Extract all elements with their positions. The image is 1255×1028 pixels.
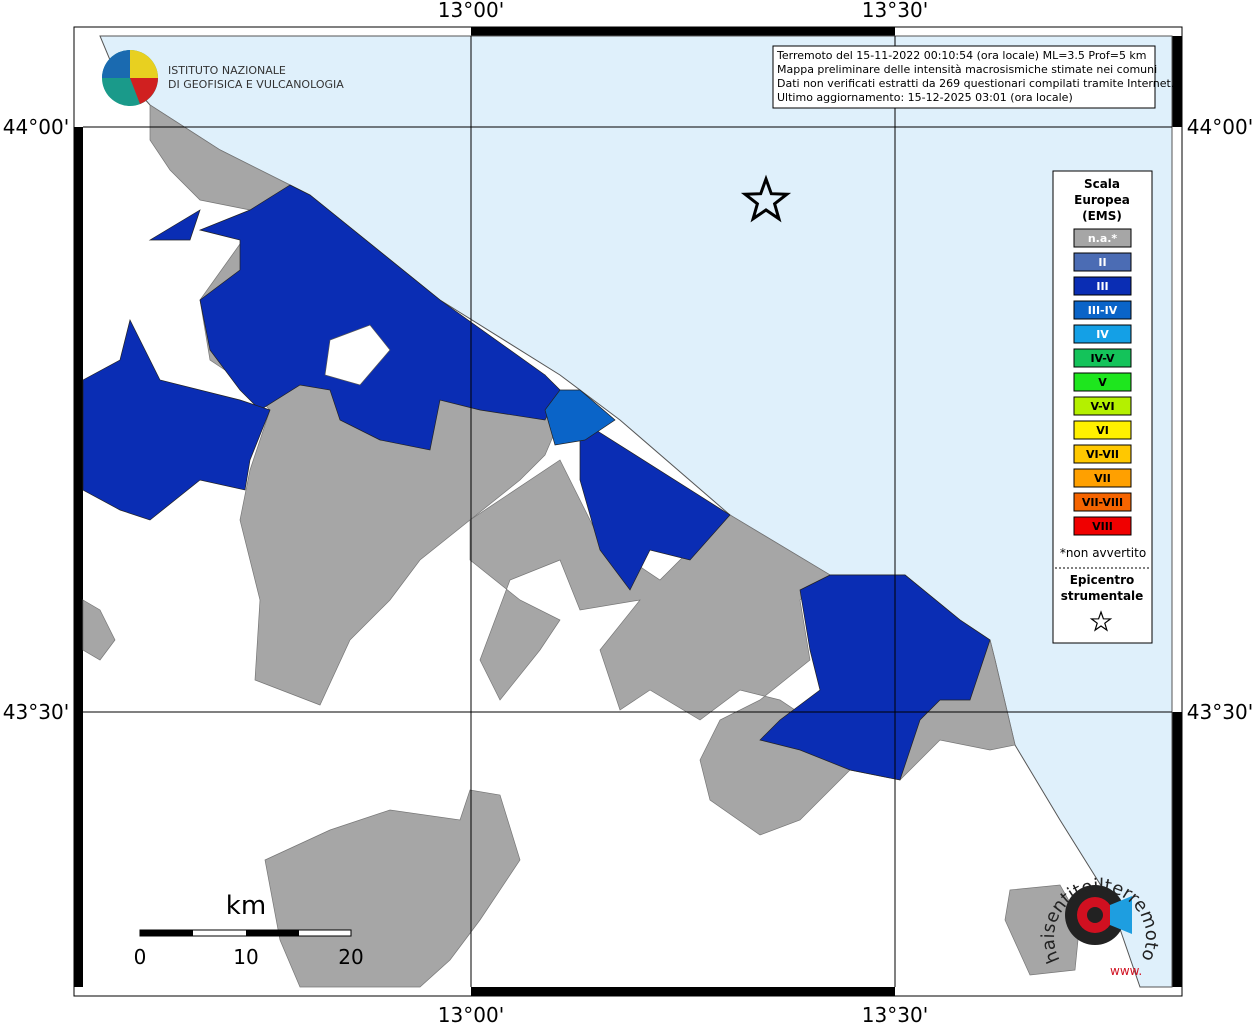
legend-swatch [1073,420,1132,440]
legend-swatch [1073,372,1132,392]
legend-title: Scala [1084,177,1120,191]
legend-epicenter: Epicentro [1070,573,1135,587]
legend-title: (EMS) [1082,209,1122,223]
frame-segment [471,987,895,996]
lon-label: 13°30' [862,1003,928,1024]
lat-label: 43°30' [1187,700,1253,724]
logo-text: DI GEOFISICA E VULCANOLOGIA [168,78,344,91]
scale-label: 20 [338,945,363,969]
frame-segment [74,712,83,987]
legend-swatch [1073,324,1132,344]
lat-label: 44°00' [1187,115,1253,139]
frame-segment [1172,36,1182,127]
legend-swatch [1073,492,1132,512]
lon-label: 13°00' [438,0,504,22]
legend-swatch [1073,300,1132,320]
legend-swatch [1073,276,1132,296]
area-iii [82,184,991,781]
frame-segment [74,127,83,712]
info-line: Terremoto del 15-11-2022 00:10:54 (ora l… [776,49,1147,62]
site-logo-prefix: www. [1110,964,1142,978]
epicenter-star [740,174,792,223]
info-line: Mappa preliminare delle intensità macros… [777,63,1157,76]
legend-label: III-IV [1088,304,1118,317]
legend-label: V [1098,376,1107,389]
legend-label: VI [1096,424,1109,437]
legend-epicenter: strumentale [1061,589,1144,603]
legend-label: III [1096,280,1108,293]
legend-title: Europea [1074,193,1130,207]
legend-swatch [1073,348,1132,368]
legend-swatch [1073,468,1132,488]
legend-label: VII-VIII [1082,496,1123,509]
legend-swatch [1073,444,1132,464]
scale-label: 0 [134,945,147,969]
legend-label: II [1098,256,1106,269]
legend-label: VII [1094,472,1111,485]
legend-swatch [1073,516,1132,536]
lat-label: 44°00' [3,115,69,139]
frame-segment [1172,712,1182,987]
legend-label: VI-VII [1086,448,1119,461]
info-line: Ultimo aggiornamento: 15-12-2025 03:01 (… [777,91,1073,104]
scale-bar: km 0 10 20 [134,891,364,969]
legend-swatch [1073,252,1132,272]
legend-swatch [1073,396,1132,416]
lon-label: 13°00' [438,1003,504,1024]
ingv-logo: ISTITUTO NAZIONALE DI GEOFISICA E VULCAN… [102,50,344,106]
legend-label: IV-V [1090,352,1115,365]
frame-segment [471,27,895,36]
legend-label: V-VI [1090,400,1114,413]
info-line: Dati non verificati estratti da 269 ques… [777,77,1174,90]
lon-label: 13°30' [862,0,928,22]
area-white [324,324,391,386]
graticule [83,36,1172,987]
legend-label: VIII [1092,520,1113,533]
legend-label: n.a.* [1088,232,1118,245]
legend-note: *non avvertito [1060,546,1146,560]
scale-unit: km [226,891,266,921]
info-box [772,45,1156,109]
legend-star [1089,610,1113,632]
lat-label: 43°30' [3,700,69,724]
scale-label: 10 [233,945,258,969]
legend-swatch [1073,228,1132,248]
legend-label: IV [1096,328,1109,341]
area-iii-iv [544,389,616,446]
logo-text: ISTITUTO NAZIONALE [168,64,286,77]
